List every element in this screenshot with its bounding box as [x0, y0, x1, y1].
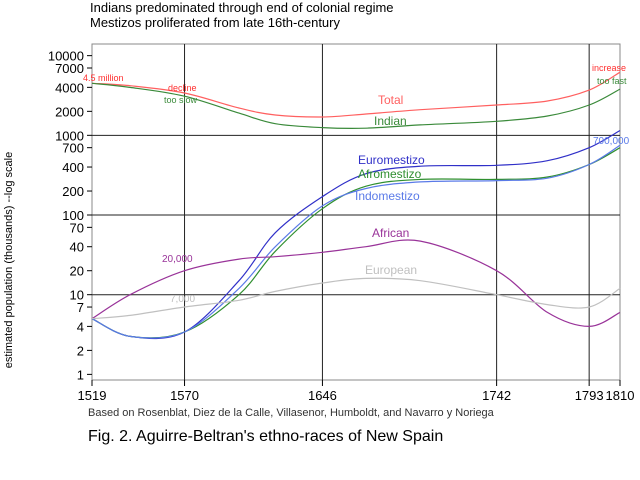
- series-line-total: [91, 71, 621, 118]
- x-tick-label-1793: 1793: [575, 388, 604, 403]
- x-tick-label-1570: 1570: [170, 388, 199, 403]
- y-tick-label-10: 10: [70, 288, 84, 303]
- x-tick-label-1810: 1810: [606, 388, 635, 403]
- chart-title-line-1: Indians predominated through end of colo…: [90, 0, 394, 15]
- figure-caption: Fig. 2. Aguirre-Beltran's ethno-races of…: [88, 428, 443, 445]
- y-tick-label-700: 700: [62, 141, 84, 156]
- chart-title-line-2: Mestizos proliferated from late 16th-cen…: [90, 15, 340, 30]
- annotation-decline: decline: [168, 83, 197, 93]
- y-tick-label-40: 40: [70, 240, 84, 255]
- y-tick-label-1000: 1000: [55, 128, 84, 143]
- label-indian: Indian: [374, 114, 407, 128]
- y-tick-label-7000: 7000: [55, 61, 84, 76]
- annotation-increase: increase: [592, 63, 626, 73]
- x-tick-label-1646: 1646: [308, 388, 337, 403]
- series-layer: [91, 71, 621, 340]
- y-tick-label-70: 70: [70, 220, 84, 235]
- label-700000: 700,000: [593, 136, 630, 147]
- annotation-too-fast: too fast: [597, 76, 627, 86]
- series-line-european: [91, 277, 621, 320]
- label-african: African: [372, 226, 409, 240]
- y-tick-label-4: 4: [77, 319, 84, 334]
- y-tick-label-100: 100: [62, 208, 84, 223]
- label-european: European: [365, 263, 417, 277]
- label-20000: 20,000: [162, 254, 193, 265]
- y-tick-label-1: 1: [77, 367, 84, 382]
- label-7000: 7,000: [170, 294, 195, 305]
- y-tick-label-2000: 2000: [55, 104, 84, 119]
- y-tick-label-2: 2: [77, 343, 84, 358]
- y-tick-label-200: 200: [62, 184, 84, 199]
- annotation-total-start: 4.5 million: [83, 73, 124, 83]
- source-note: Based on Rosenblat, Diez de la Calle, Vi…: [88, 407, 495, 419]
- label-total: Total: [378, 93, 403, 107]
- y-tick-label-20: 20: [70, 264, 84, 279]
- y-tick-label-10000: 10000: [48, 49, 84, 64]
- label-afromestizo: Afromestizo: [358, 167, 422, 181]
- series-line-african: [91, 239, 621, 328]
- label-indomestizo: Indomestizo: [355, 189, 420, 203]
- y-tick-label-7: 7: [77, 300, 84, 315]
- x-tick-label-1519: 1519: [78, 388, 107, 403]
- series-line-indomestizo: [91, 144, 621, 339]
- annotation-too-slow: too slow: [164, 95, 198, 105]
- y-axis-label: estimated population (thousands) --log s…: [3, 152, 15, 368]
- label-euromestizo: Euromestizo: [358, 153, 425, 167]
- grid-layer: [91, 43, 621, 381]
- y-tick-label-400: 400: [62, 160, 84, 175]
- y-tick-label-4000: 4000: [55, 80, 84, 95]
- series-line-indian: [91, 82, 621, 129]
- x-tick-label-1742: 1742: [482, 388, 511, 403]
- plot-frame: [91, 43, 621, 381]
